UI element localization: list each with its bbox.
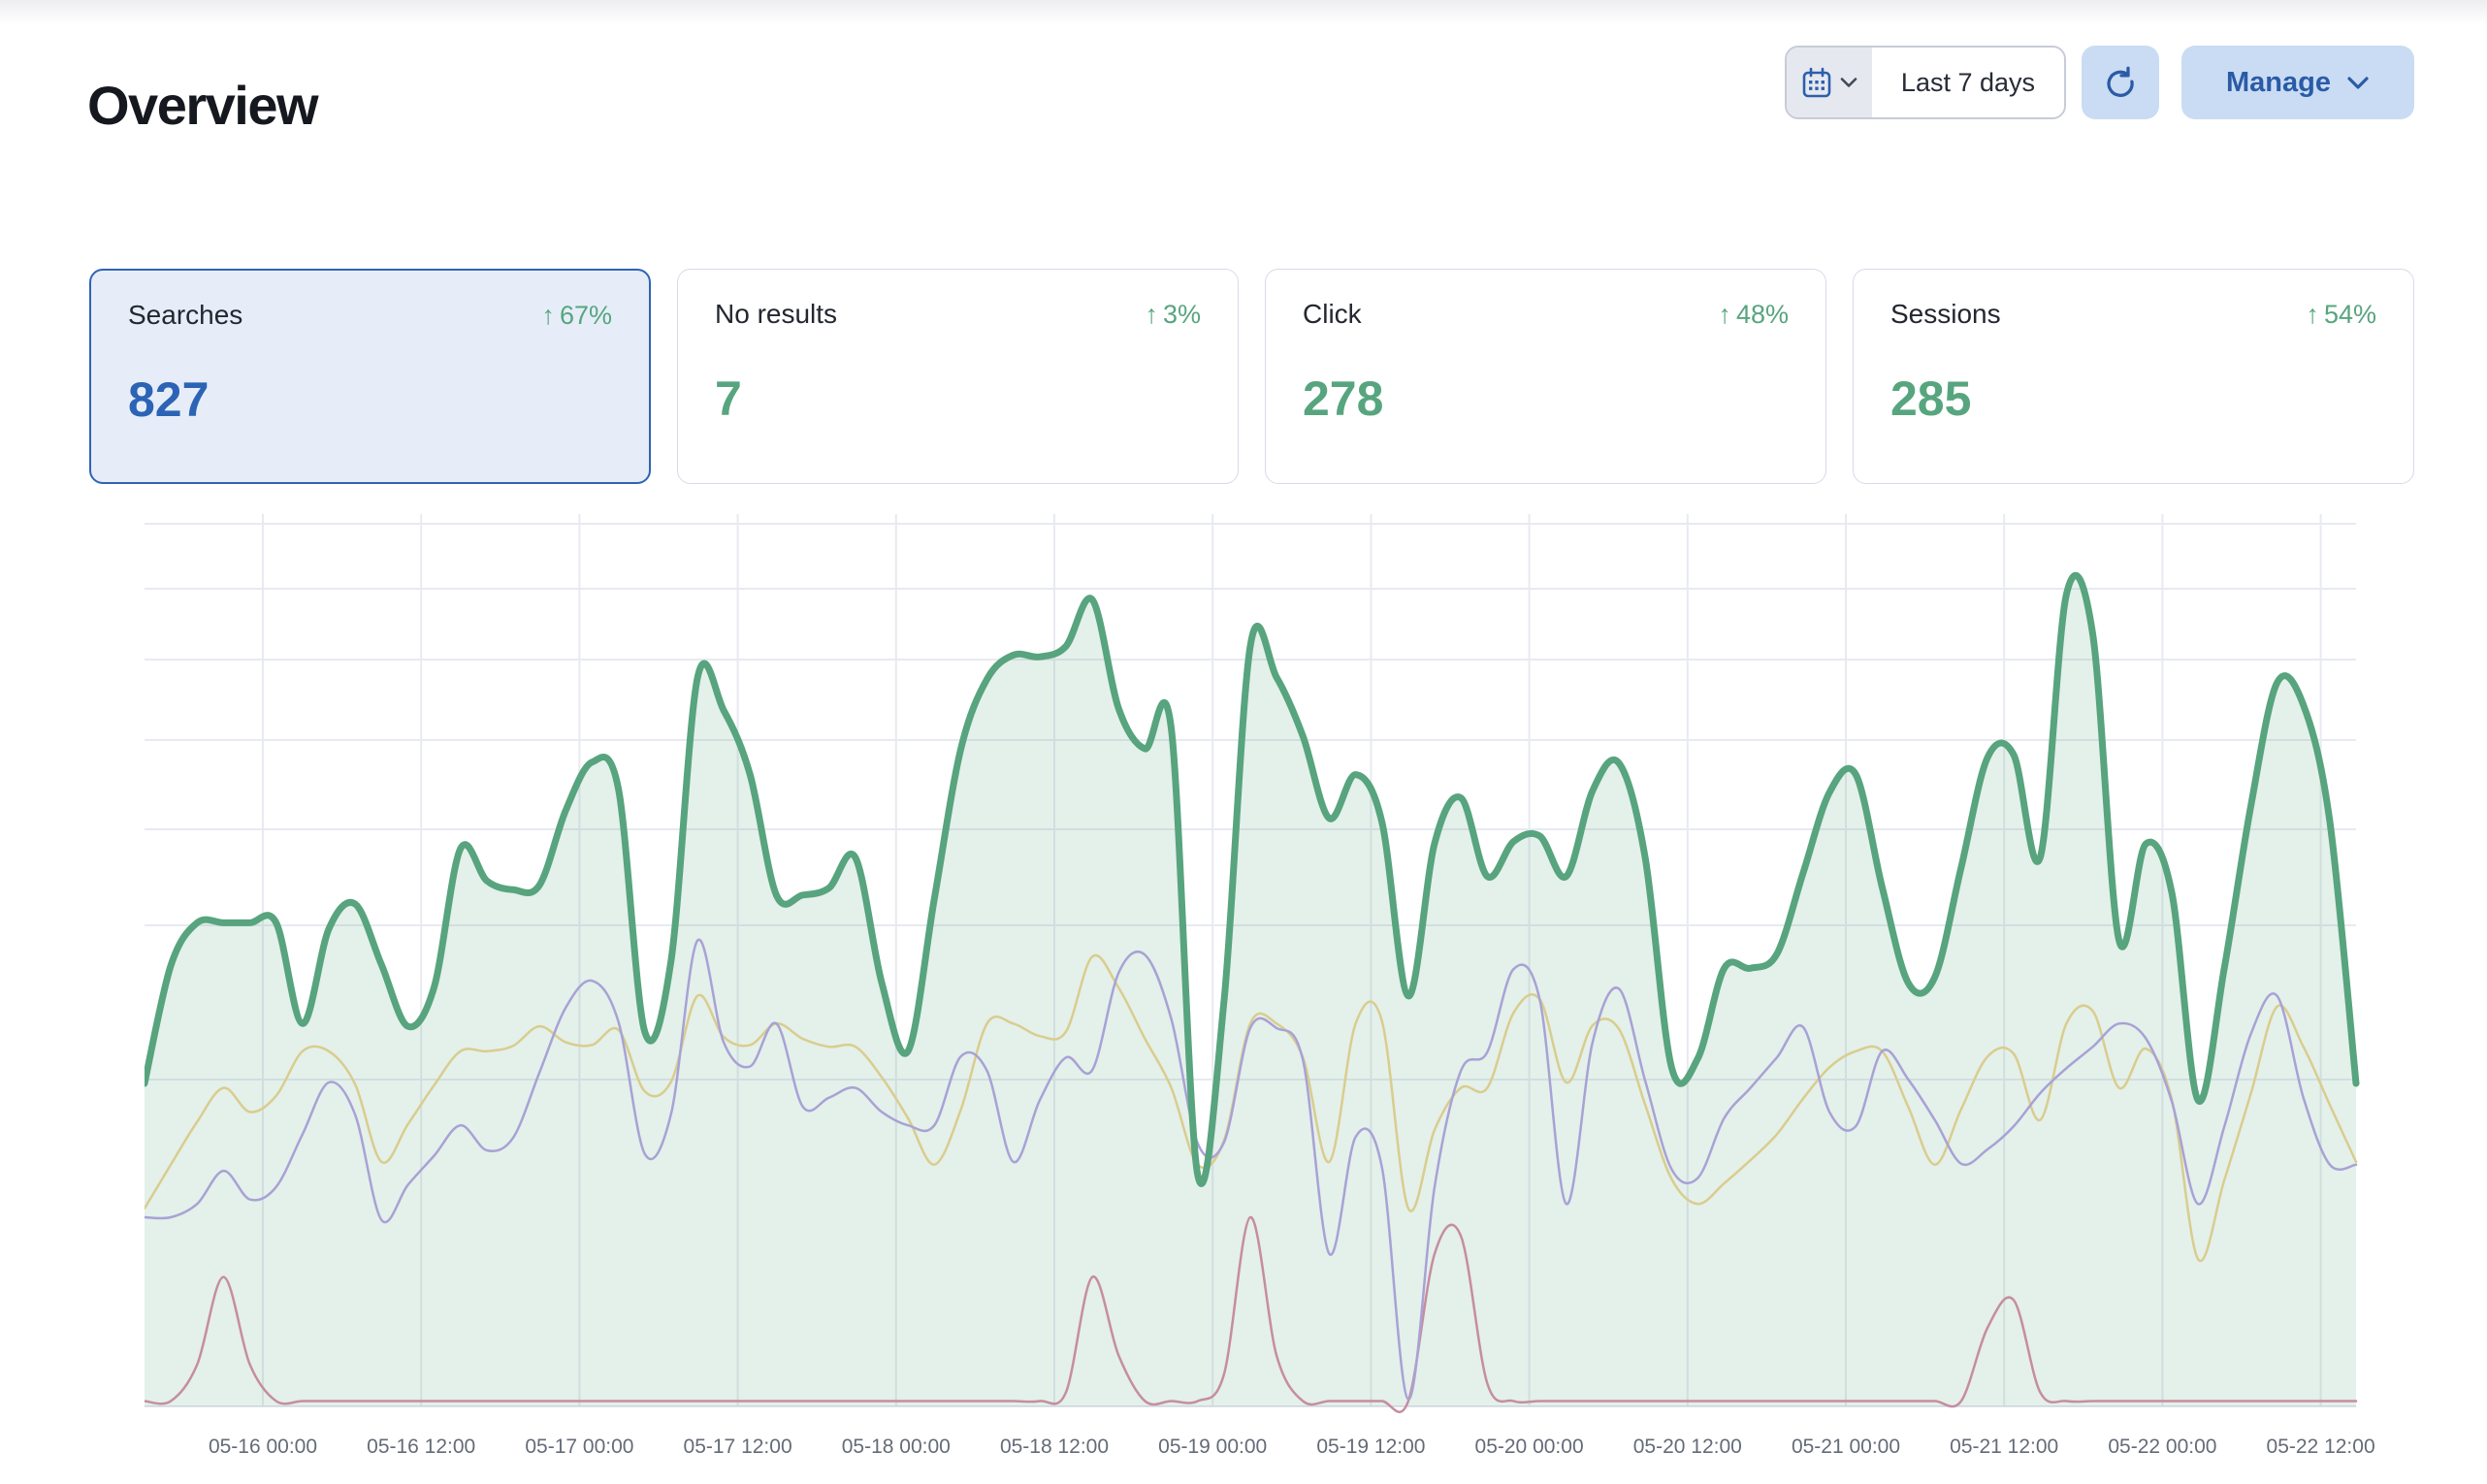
searches-area-fill xyxy=(145,575,2356,1406)
x-tick-label: 05-20 00:00 xyxy=(1475,1436,1584,1458)
stat-card-delta: ↑ 67% xyxy=(541,300,612,330)
stat-card-label: Searches xyxy=(128,300,243,330)
stat-card-value: 285 xyxy=(1890,371,1972,426)
trend-up-icon: ↑ xyxy=(2306,299,2319,329)
chevron-down-icon xyxy=(1841,78,1857,87)
searches-area xyxy=(141,571,2360,1187)
chevron-down-icon xyxy=(2347,76,2369,89)
refresh-icon xyxy=(2107,66,2134,97)
calendar-icon xyxy=(1803,67,1831,98)
x-tick-label: 05-21 00:00 xyxy=(1792,1436,1900,1458)
date-range-picker[interactable]: Last 7 days xyxy=(1784,46,2067,119)
stat-card-click[interactable]: Click ↑ 48% 278 xyxy=(1265,269,1826,484)
stat-card-value: 278 xyxy=(1303,371,1384,426)
refresh-button[interactable] xyxy=(2082,46,2160,119)
x-tick-label: 05-21 12:00 xyxy=(1950,1436,2058,1458)
x-tick-label: 05-16 00:00 xyxy=(209,1436,317,1458)
x-tick-label: 05-22 12:00 xyxy=(2267,1436,2375,1458)
stat-card-searches[interactable]: Searches ↑ 67% 827 xyxy=(89,269,651,484)
stat-card-value: 827 xyxy=(128,372,210,427)
x-tick-label: 05-19 12:00 xyxy=(1316,1436,1425,1458)
stat-card-delta: ↑ 3% xyxy=(1145,299,1201,329)
x-tick-label: 05-17 12:00 xyxy=(684,1436,792,1458)
line-red xyxy=(143,1215,2358,1413)
stat-card-delta: ↑ 54% xyxy=(2306,299,2376,329)
chart-container: 05-16 00:00 05-16 12:00 05-17 00:00 05-17 1… xyxy=(141,514,2405,1479)
x-tick-label: 05-20 12:00 xyxy=(1633,1436,1742,1458)
stat-card-delta: ↑ 48% xyxy=(1718,299,1789,329)
x-tick-label: 05-17 00:00 xyxy=(525,1436,633,1458)
x-tick-label: 05-18 00:00 xyxy=(842,1436,951,1458)
header-controls: Last 7 days Manage xyxy=(1784,46,2414,119)
stat-card-no-results[interactable]: No results ↑ 3% 7 xyxy=(677,269,1239,484)
overview-chart[interactable]: 05-16 00:00 05-16 12:00 05-17 00:00 05-17 1… xyxy=(141,514,2405,1474)
manage-button[interactable]: Manage xyxy=(2181,46,2414,119)
line-purple xyxy=(143,938,2358,1401)
stat-card-label: Sessions xyxy=(1890,299,2001,329)
x-tick-label: 05-22 00:00 xyxy=(2108,1436,2216,1458)
stat-card-value: 7 xyxy=(715,371,742,426)
trend-up-icon: ↑ xyxy=(1718,299,1731,329)
stat-card-label: Click xyxy=(1303,299,1362,329)
trend-up-icon: ↑ xyxy=(1145,299,1158,329)
page-title: Overview xyxy=(87,74,319,136)
top-page-fade xyxy=(0,0,2487,25)
x-tick-label: 05-19 00:00 xyxy=(1158,1436,1267,1458)
x-tick-label: 05-18 12:00 xyxy=(1000,1436,1109,1458)
stat-card-label: No results xyxy=(715,299,838,329)
manage-button-label: Manage xyxy=(2226,66,2331,98)
x-tick-label: 05-16 12:00 xyxy=(367,1436,475,1458)
trend-up-icon: ↑ xyxy=(541,300,555,330)
stat-cards-row: Searches ↑ 67% 827 No results ↑ 3% 7 Click… xyxy=(89,269,2414,484)
stat-card-sessions[interactable]: Sessions ↑ 54% 285 xyxy=(1853,269,2414,484)
date-picker-calendar-button[interactable] xyxy=(1786,48,1872,117)
date-range-value[interactable]: Last 7 days xyxy=(1871,48,2065,117)
